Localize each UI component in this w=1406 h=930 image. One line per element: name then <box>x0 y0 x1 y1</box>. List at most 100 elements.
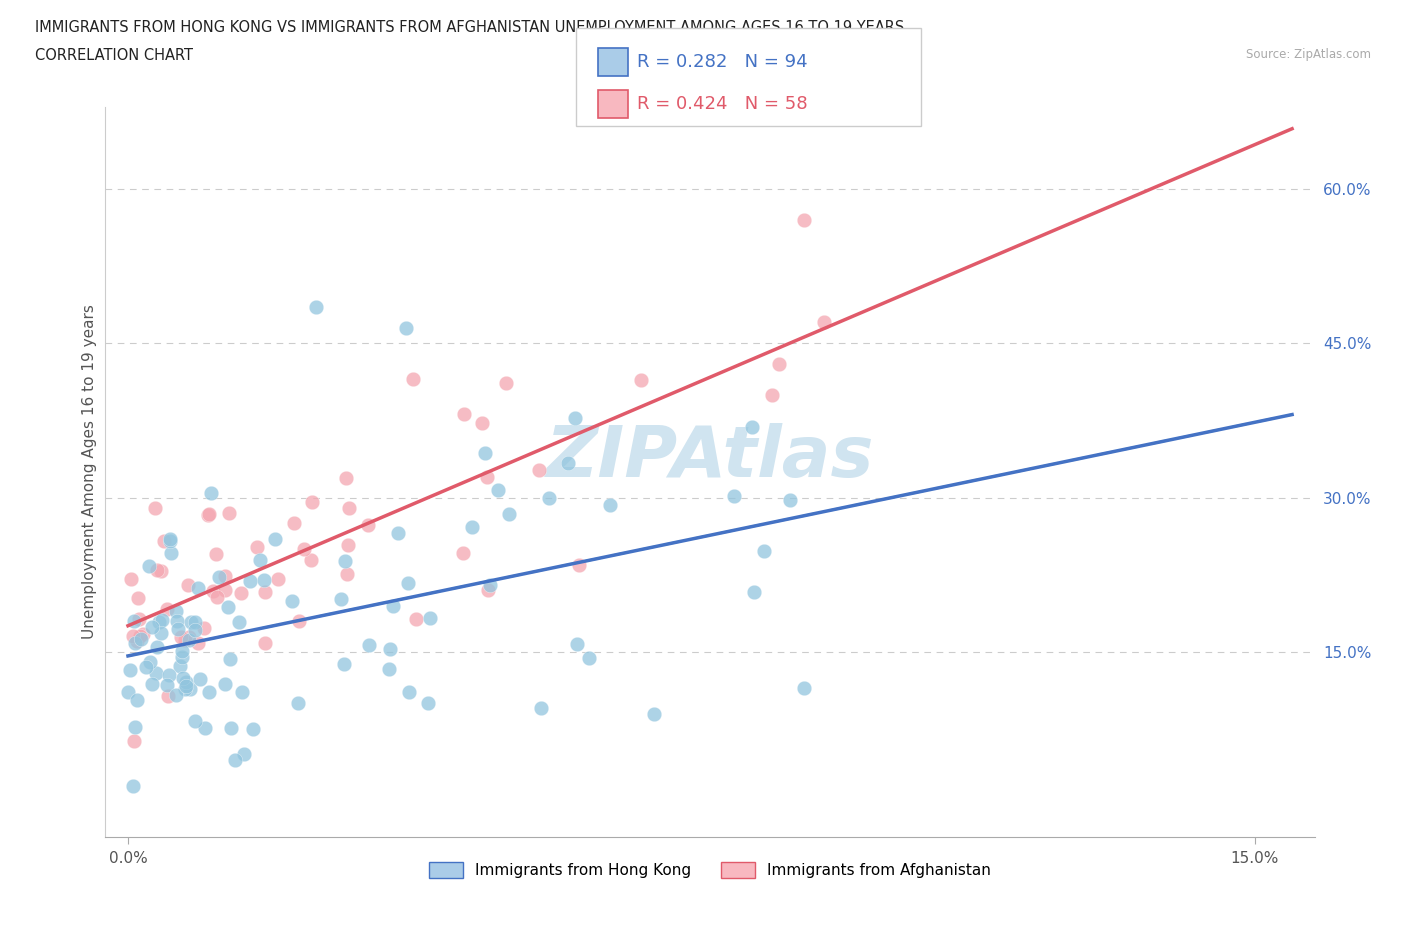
Point <box>793 213 815 228</box>
Point <box>217 600 239 615</box>
Y-axis label: Unemployment Among Ages 16 to 19 years: Unemployment Among Ages 16 to 19 years <box>82 304 97 640</box>
Point <box>122 614 145 629</box>
Point <box>381 599 404 614</box>
Point <box>122 778 145 793</box>
Point <box>530 701 553 716</box>
Point <box>157 668 180 683</box>
Point <box>471 416 494 431</box>
Point <box>141 676 163 691</box>
Point <box>156 678 179 693</box>
Point <box>177 578 200 592</box>
Point <box>474 445 496 460</box>
Point <box>194 721 217 736</box>
Text: R = 0.424   N = 58: R = 0.424 N = 58 <box>637 95 807 113</box>
Point <box>299 552 322 567</box>
Point <box>418 696 440 711</box>
Point <box>188 671 211 686</box>
Point <box>246 539 269 554</box>
Point <box>187 580 209 595</box>
Point <box>283 515 305 530</box>
Point <box>153 534 176 549</box>
Point <box>201 583 224 598</box>
Point <box>184 615 207 630</box>
Point <box>253 636 276 651</box>
Point <box>198 684 221 699</box>
Text: CORRELATION CHART: CORRELATION CHART <box>35 48 193 63</box>
Point <box>568 557 591 572</box>
Point <box>224 752 246 767</box>
Point <box>193 620 215 635</box>
Point <box>180 615 202 630</box>
Point <box>249 552 271 567</box>
Point <box>146 563 169 578</box>
Point <box>177 632 200 647</box>
Point <box>398 685 420 700</box>
Point <box>173 682 195 697</box>
Point <box>754 543 776 558</box>
Point <box>197 507 219 522</box>
Point <box>337 500 360 515</box>
Point <box>128 612 150 627</box>
Point <box>768 357 790 372</box>
Point <box>599 498 621 512</box>
Point <box>184 713 207 728</box>
Point <box>263 532 285 547</box>
Point <box>187 636 209 651</box>
Point <box>305 300 328 315</box>
Point <box>183 622 205 637</box>
Legend: Immigrants from Hong Kong, Immigrants from Afghanistan: Immigrants from Hong Kong, Immigrants fr… <box>423 856 997 884</box>
Point <box>337 538 360 552</box>
Point <box>335 471 357 485</box>
Point <box>779 493 801 508</box>
Point <box>143 500 166 515</box>
Point <box>172 650 194 665</box>
Point <box>357 518 380 533</box>
Point <box>301 495 323 510</box>
Point <box>643 706 665 721</box>
Point <box>723 489 745 504</box>
Point <box>138 655 160 670</box>
Point <box>453 406 475 421</box>
Point <box>813 314 835 329</box>
Point <box>419 611 441 626</box>
Point <box>359 637 381 652</box>
Point <box>219 651 242 666</box>
Point <box>205 547 228 562</box>
Point <box>741 419 763 434</box>
Point <box>124 720 146 735</box>
Point <box>125 692 148 707</box>
Point <box>174 632 197 647</box>
Point <box>564 410 586 425</box>
Point <box>159 533 181 548</box>
Point <box>330 591 353 606</box>
Point <box>177 630 200 644</box>
Point <box>529 463 551 478</box>
Point <box>141 620 163 635</box>
Text: R = 0.282   N = 94: R = 0.282 N = 94 <box>637 53 807 71</box>
Point <box>157 689 180 704</box>
Point <box>129 631 152 646</box>
Point <box>129 628 152 643</box>
Point <box>174 678 197 693</box>
Point <box>124 636 146 651</box>
Point <box>148 615 170 630</box>
Point <box>578 650 600 665</box>
Point <box>396 576 419 591</box>
Point <box>395 321 418 336</box>
Point <box>205 590 228 604</box>
Point <box>150 564 173 578</box>
Point <box>159 531 181 546</box>
Point <box>498 506 520 521</box>
Text: IMMIGRANTS FROM HONG KONG VS IMMIGRANTS FROM AFGHANISTAN UNEMPLOYMENT AMONG AGES: IMMIGRANTS FROM HONG KONG VS IMMIGRANTS … <box>35 20 904 35</box>
Point <box>761 388 783 403</box>
Point <box>630 373 652 388</box>
Point <box>214 676 236 691</box>
Point <box>176 674 198 689</box>
Point <box>214 568 236 583</box>
Point <box>165 687 187 702</box>
Point <box>461 520 484 535</box>
Point <box>127 633 149 648</box>
Point <box>135 660 157 675</box>
Point <box>451 545 474 560</box>
Point <box>267 572 290 587</box>
